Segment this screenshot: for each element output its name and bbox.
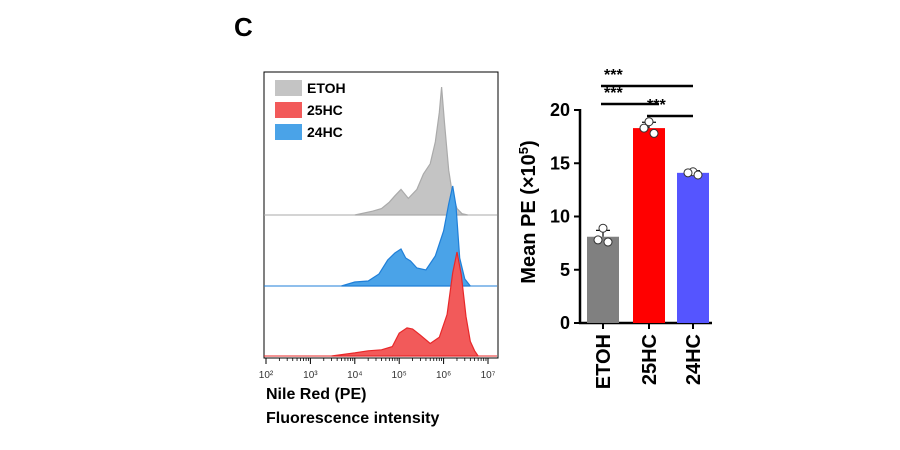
bar-y-tick-label: 10	[550, 207, 570, 227]
data-point	[644, 117, 654, 127]
legend-label-etoh: ETOH	[307, 80, 346, 96]
histogram-area-25hc	[331, 251, 479, 357]
data-point	[639, 123, 649, 133]
histogram-area-etoh	[354, 86, 468, 216]
legend-label-24hc: 24HC	[307, 124, 343, 140]
legend-swatch-24hc	[275, 124, 302, 140]
histogram-xlabel-line2: Fluorescence intensity	[266, 410, 440, 427]
bar-y-tick-label: 20	[550, 100, 570, 120]
legend-swatch-etoh	[275, 80, 302, 96]
data-point	[693, 170, 703, 180]
histogram-tick-label: 10⁴	[347, 370, 362, 381]
histogram-tick-label: 10³	[303, 370, 318, 381]
data-point	[683, 168, 693, 178]
bar-x-tick-label: 24HC	[683, 334, 705, 385]
legend-label-25hc: 25HC	[307, 102, 343, 118]
histogram-area-24hc	[341, 185, 471, 287]
histogram-xlabel: Nile Red (PE)	[266, 386, 367, 403]
legend-swatch-25hc	[275, 102, 302, 118]
panel-label: C	[234, 12, 253, 42]
bar-x-tick-label: ETOH	[593, 334, 615, 389]
bar-y-tick-label: 5	[560, 260, 570, 280]
data-point	[598, 223, 608, 233]
histogram-tick-label: 10²	[259, 370, 274, 381]
bar-y-tick-label: 15	[550, 153, 570, 173]
bar-25hc	[633, 128, 665, 323]
significance-label: ***	[604, 85, 623, 102]
histogram-tick-label: 10⁵	[392, 370, 407, 381]
bar-24hc	[677, 172, 709, 323]
data-point	[603, 237, 613, 247]
histogram-tick-label: 10⁶	[436, 370, 451, 381]
bar-etoh	[587, 236, 619, 323]
bar-x-tick-label: 25HC	[639, 334, 661, 385]
significance-label: ***	[604, 67, 623, 84]
bar-ylabel: Mean PE (×105)	[516, 140, 540, 283]
histogram-tick-label: 10⁷	[481, 370, 496, 381]
data-point	[593, 235, 603, 245]
significance-label: ***	[647, 97, 666, 114]
bar-y-tick-label: 0	[560, 313, 570, 333]
data-point	[649, 128, 659, 138]
